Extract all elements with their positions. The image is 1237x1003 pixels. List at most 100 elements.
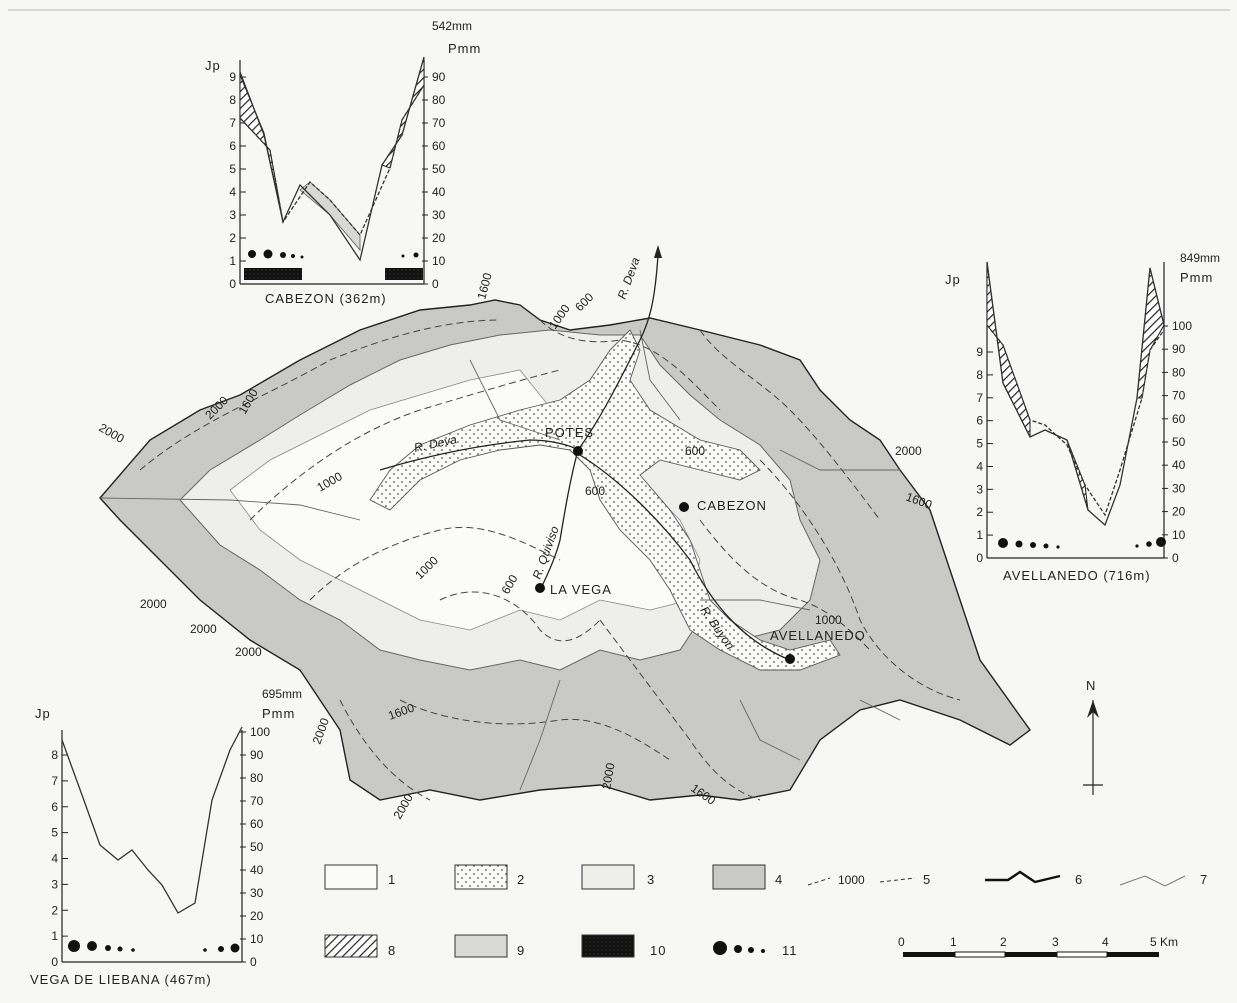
cabezon-jp-tick-label: 4 (229, 185, 236, 199)
legend-label-2: 2 (517, 872, 525, 887)
scale-tick-2: 2 (1000, 935, 1007, 949)
legend-swatch-9 (454, 934, 508, 958)
rivers (379, 254, 791, 661)
avellanedo-jp-tick-label: 6 (976, 414, 983, 428)
avellanedo-pmm-tick-label: 30 (1172, 481, 1186, 495)
svg-text:1600: 1600 (474, 271, 495, 301)
legend-label-8: 8 (388, 943, 396, 958)
axis-label-jp: Jp (945, 272, 961, 287)
vega-pmm-tick-label: 90 (250, 748, 264, 762)
vega-pmm-tick-label: 30 (250, 886, 264, 900)
cabezon-jp-tick-label: 0 (229, 277, 236, 291)
cabezon-pmm-tick-label: 10 (432, 254, 446, 268)
legend-label-6: 6 (1075, 872, 1083, 887)
station-name: CABEZON (362m) (265, 291, 387, 306)
divide-lines (99, 329, 901, 791)
vega-pmm-tick-label: 40 (250, 863, 264, 877)
station-name: AVELLANEDO (716m) (1003, 568, 1151, 583)
axis-label-pmm: Pmm (448, 41, 481, 56)
vega-pmm-tick-label: 10 (250, 932, 264, 946)
avellanedo-pmm-tick-label: 40 (1172, 458, 1186, 472)
avellanedo-jp-tick-label: 5 (976, 437, 983, 451)
axis-label-pmm: Pmm (262, 706, 295, 721)
avellanedo-pmm-tick-label: 80 (1172, 365, 1186, 379)
vega-pmm-tick-label: 0 (250, 955, 257, 969)
legend-swatch-10 (581, 934, 635, 958)
cabezon-pmm-tick-label: 80 (432, 93, 446, 107)
cabezon-pmm-tick-label: 0 (432, 277, 439, 291)
station-total: 695mm (262, 687, 302, 701)
legend-swatch-8 (324, 934, 378, 958)
axis-label-jp: Jp (35, 706, 51, 721)
vega-pmm-tick-label: 20 (250, 909, 264, 923)
town-marker (679, 502, 689, 512)
vega-pmm-tick-label: 60 (250, 817, 264, 831)
avellanedo-pmm-tick-label: 100 (1172, 319, 1192, 333)
legend-label-9: 9 (517, 943, 525, 958)
svg-text:2000: 2000 (140, 597, 167, 611)
vega-jp-tick-label: 0 (51, 955, 58, 969)
avellanedo-pmm-tick-label: 60 (1172, 412, 1186, 426)
scale-tick-5: 5 Km (1150, 935, 1178, 949)
river-label-deva-north: R. Deva (615, 255, 643, 301)
cabezon-jp-tick-label: 2 (229, 231, 236, 245)
axis-label-pmm: Pmm (1180, 270, 1213, 285)
cabezon-pmm-tick-label: 30 (432, 208, 446, 222)
town-marker (535, 583, 545, 593)
svg-text:2000: 2000 (895, 444, 922, 458)
river-arrow-icon (654, 245, 662, 258)
cabezon-pmm-tick-label: 90 (432, 70, 446, 84)
legend-sample-5: 1000 (838, 873, 865, 887)
vega-pmm-tick-label: 100 (250, 725, 270, 739)
svg-text:600: 600 (685, 444, 705, 458)
station-name: VEGA DE LIEBANA (467m) (30, 972, 212, 987)
vega-pmm-tick-label: 80 (250, 771, 264, 785)
vega-jp-tick-label: 6 (51, 800, 58, 814)
legend-swatch-6 (985, 870, 1061, 884)
town-marker (785, 654, 795, 664)
svg-text:2000: 2000 (235, 645, 262, 659)
climograph-avellanedo: 0 1 2 3 4 5 6 7 8 9 0 10 20 30 40 50 60 70 80 90 100 Jp Pmm… (945, 251, 1220, 583)
scale-tick-0: 0 (898, 935, 905, 949)
town-marker (573, 446, 583, 456)
avellanedo-jp-tick-label: 3 (976, 482, 983, 496)
cabezon-pmm-tick-label: 50 (432, 162, 446, 176)
relief-map: POTES CABEZON LA VEGA AVELLANEDO R. Deva… (97, 245, 1103, 822)
legend-swatch-11 (713, 941, 765, 955)
vega-jp-tick-label: 4 (51, 852, 58, 866)
legend-label-3: 3 (647, 872, 655, 887)
town-label-avellanedo: AVELLANEDO (770, 628, 866, 643)
alluvial-zone (369, 329, 841, 671)
cabezon-jp-tick-label: 6 (229, 139, 236, 153)
avellanedo-pmm-tick-label: 0 (1172, 551, 1179, 565)
avellanedo-jp-tick-label: 4 (976, 459, 983, 473)
svg-text:2000: 2000 (97, 420, 127, 446)
cabezon-jp-tick-label: 8 (229, 93, 236, 107)
vega-pmm-tick-label: 50 (250, 840, 264, 854)
svg-text:1000: 1000 (815, 613, 842, 627)
legend-label-4: 4 (775, 872, 783, 887)
vega-jp-tick-label: 7 (51, 774, 58, 788)
avellanedo-pmm-tick-label: 90 (1172, 342, 1186, 356)
avellanedo-jp-tick-label: 1 (976, 528, 983, 542)
svg-text:2000: 2000 (599, 761, 617, 790)
station-total: 849mm (1180, 251, 1220, 265)
legend-swatch-3 (581, 864, 635, 890)
scale-tick-1: 1 (950, 935, 957, 949)
avellanedo-jp-tick-label: 9 (976, 345, 983, 359)
vega-jp-tick-label: 1 (51, 929, 58, 943)
legend-label-5: 5 (923, 872, 931, 887)
cabezon-jp-tick-label: 5 (229, 162, 236, 176)
scale-bar: 0 1 2 3 4 5 Km (898, 935, 1178, 958)
contour-lines (139, 319, 961, 801)
vega-jp-tick-label: 8 (51, 748, 58, 762)
legend-label-7: 7 (1200, 872, 1208, 887)
cabezon-pmm-tick-label: 20 (432, 231, 446, 245)
cabezon-jp-tick-label: 7 (229, 116, 236, 130)
legend-swatch-1 (324, 864, 378, 890)
legend-label-1: 1 (388, 872, 396, 887)
vega-jp-tick-label: 2 (51, 903, 58, 917)
avellanedo-pmm-tick-label: 20 (1172, 505, 1186, 519)
